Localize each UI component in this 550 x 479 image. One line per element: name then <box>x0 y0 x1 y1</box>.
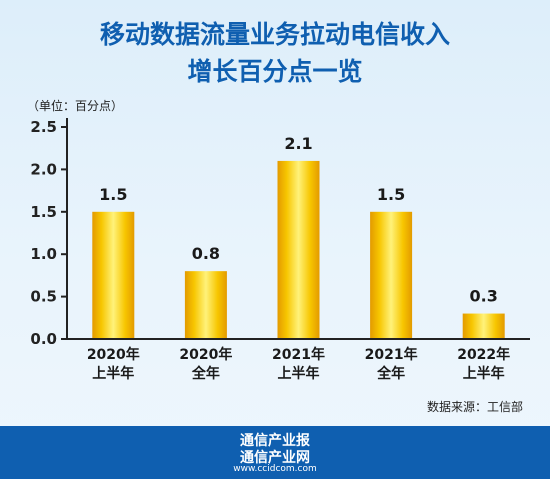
y-tick-label: 1.0 <box>30 245 57 263</box>
bar <box>462 313 505 339</box>
x-category-label: 2021年 <box>365 346 418 363</box>
y-tick-label: 0.0 <box>30 330 57 348</box>
x-category-label: 全年 <box>191 365 220 382</box>
footer-brand-line-2: 通信产业网 <box>240 450 310 466</box>
bar-value-label: 0.3 <box>470 287 498 306</box>
chart-title-line-1: 移动数据流量业务拉动电信收入 <box>100 20 450 49</box>
x-category-label: 2020年 <box>179 346 232 363</box>
y-tick-label: 1.5 <box>30 203 57 221</box>
data-source: 数据来源：工信部 <box>427 399 523 414</box>
x-category-label: 上半年 <box>463 365 505 382</box>
x-category-label: 2021年 <box>272 346 325 363</box>
bar <box>370 211 413 339</box>
x-category-label: 上半年 <box>278 365 320 382</box>
bars: 1.5 0.8 2.1 1.5 0.3 <box>92 134 505 339</box>
footer-banner: 通信产业报 通信产业网 www.ccidcom.com <box>0 426 550 479</box>
bar-value-label: 1.5 <box>99 185 127 204</box>
y-tick-label: 2.0 <box>30 160 57 178</box>
x-category-label: 上半年 <box>92 365 134 382</box>
chart-title-line-2: 增长百分点一览 <box>187 57 362 86</box>
unit-label: （单位：百分点） <box>27 98 123 113</box>
footer-website: www.ccidcom.com <box>233 464 317 474</box>
bar <box>92 211 135 339</box>
bar-chart: 移动数据流量业务拉动电信收入 增长百分点一览 （单位：百分点） 0.0 0.5 1.… <box>27 20 530 414</box>
bar-value-label: 0.8 <box>192 244 220 263</box>
x-category-label: 全年 <box>376 365 405 382</box>
footer-brand-line-1: 通信产业报 <box>240 433 310 449</box>
bar-value-label: 2.1 <box>284 134 312 153</box>
bar <box>184 271 227 339</box>
x-category-label: 2022年 <box>457 346 510 363</box>
y-tick-label: 0.5 <box>30 288 57 306</box>
x-category-label: 2020年 <box>87 346 140 363</box>
y-axis-ticks: 0.0 0.5 1.0 1.5 2.0 2.5 <box>30 118 67 348</box>
bar-value-label: 1.5 <box>377 185 405 204</box>
bar <box>277 160 320 339</box>
y-tick-label: 2.5 <box>30 118 57 136</box>
